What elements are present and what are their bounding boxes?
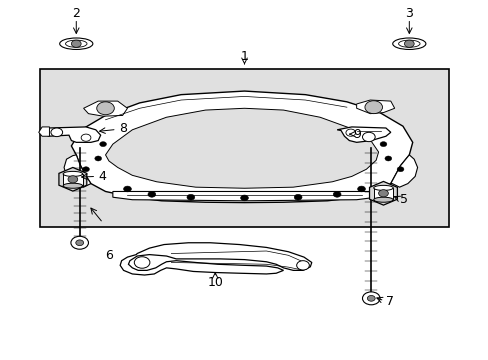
- Ellipse shape: [373, 185, 392, 190]
- Circle shape: [148, 192, 156, 197]
- Ellipse shape: [60, 38, 93, 49]
- Circle shape: [294, 194, 302, 200]
- Circle shape: [379, 141, 386, 147]
- Circle shape: [345, 129, 355, 136]
- Text: 6: 6: [105, 249, 113, 262]
- Circle shape: [186, 194, 194, 200]
- Circle shape: [404, 40, 413, 47]
- Polygon shape: [105, 108, 378, 188]
- Circle shape: [240, 195, 248, 201]
- Circle shape: [71, 40, 81, 47]
- Circle shape: [76, 240, 83, 246]
- Text: 9: 9: [353, 127, 361, 141]
- Ellipse shape: [63, 183, 82, 188]
- Ellipse shape: [65, 40, 87, 47]
- Ellipse shape: [392, 38, 425, 49]
- Circle shape: [100, 141, 106, 147]
- Ellipse shape: [398, 40, 419, 47]
- Polygon shape: [390, 155, 417, 187]
- Circle shape: [366, 296, 374, 301]
- Circle shape: [97, 102, 114, 115]
- Circle shape: [68, 176, 78, 183]
- Polygon shape: [63, 174, 82, 186]
- Ellipse shape: [373, 197, 392, 202]
- Text: 3: 3: [405, 7, 412, 20]
- Text: 4: 4: [98, 170, 106, 183]
- Polygon shape: [373, 188, 392, 200]
- Text: 2: 2: [72, 7, 80, 20]
- Bar: [40, 69, 448, 226]
- Circle shape: [362, 292, 379, 305]
- Polygon shape: [369, 181, 397, 205]
- Text: 8: 8: [119, 122, 126, 135]
- Polygon shape: [83, 101, 127, 116]
- Polygon shape: [113, 192, 375, 201]
- Circle shape: [357, 186, 365, 192]
- Circle shape: [123, 186, 131, 192]
- Circle shape: [81, 134, 91, 141]
- Circle shape: [51, 128, 62, 136]
- Circle shape: [396, 167, 403, 172]
- Circle shape: [296, 261, 309, 270]
- Text: 10: 10: [207, 276, 223, 289]
- Text: 1: 1: [240, 50, 248, 63]
- Circle shape: [378, 190, 387, 197]
- Circle shape: [384, 156, 391, 161]
- Text: 7: 7: [385, 296, 393, 309]
- Polygon shape: [336, 127, 390, 142]
- Polygon shape: [120, 243, 311, 275]
- Polygon shape: [39, 127, 49, 136]
- Circle shape: [364, 101, 382, 114]
- Circle shape: [95, 156, 102, 161]
- Circle shape: [71, 236, 88, 249]
- Polygon shape: [71, 91, 412, 203]
- Polygon shape: [64, 155, 91, 187]
- Circle shape: [362, 132, 374, 141]
- Polygon shape: [356, 100, 394, 114]
- Circle shape: [332, 192, 340, 197]
- Polygon shape: [42, 127, 101, 142]
- Circle shape: [82, 167, 89, 172]
- Ellipse shape: [63, 171, 82, 176]
- Polygon shape: [59, 167, 86, 191]
- Text: 5: 5: [399, 193, 407, 206]
- Circle shape: [134, 257, 150, 268]
